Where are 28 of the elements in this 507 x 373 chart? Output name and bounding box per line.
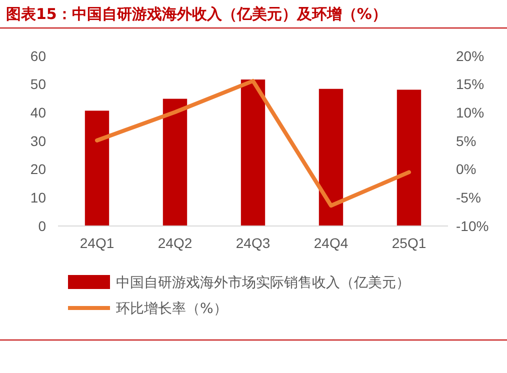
y-tick-label: 40 bbox=[30, 104, 46, 121]
y2-tick-label: 10% bbox=[456, 104, 484, 121]
y-tick-label: 50 bbox=[30, 76, 46, 92]
bar bbox=[240, 80, 266, 226]
y-tick-label: 10 bbox=[30, 190, 46, 206]
bar bbox=[318, 88, 344, 226]
bar bbox=[84, 110, 110, 226]
y2-tick-label: -10% bbox=[456, 218, 489, 234]
y2-tick-label: 20% bbox=[456, 48, 484, 64]
y-tick-label: 0 bbox=[38, 218, 46, 234]
y-tick-label: 20 bbox=[30, 161, 46, 178]
chart-title: 图表15：中国自研游戏海外收入（亿美元）及环增（%） bbox=[6, 5, 387, 23]
x-tick-label: 24Q4 bbox=[314, 235, 348, 251]
y2-tick-label: 0% bbox=[456, 161, 476, 178]
y2-tick-label: 15% bbox=[456, 76, 484, 92]
legend-label: 环比增长率（%） bbox=[116, 300, 228, 317]
x-tick-label: 24Q2 bbox=[158, 235, 192, 251]
x-tick-label: 25Q1 bbox=[392, 235, 426, 251]
y2-tick-label: -5% bbox=[456, 190, 481, 206]
y-tick-label: 60 bbox=[30, 48, 46, 64]
x-tick-label: 24Q1 bbox=[80, 235, 114, 251]
x-tick-label: 24Q3 bbox=[236, 235, 270, 251]
bar bbox=[396, 90, 422, 226]
bar bbox=[162, 98, 188, 226]
y2-tick-label: 5% bbox=[456, 132, 476, 149]
legend-label: 中国自研游戏海外市场实际销售收入（亿美元） bbox=[116, 274, 410, 291]
line-series bbox=[95, 78, 411, 208]
y-tick-label: 30 bbox=[30, 132, 46, 149]
